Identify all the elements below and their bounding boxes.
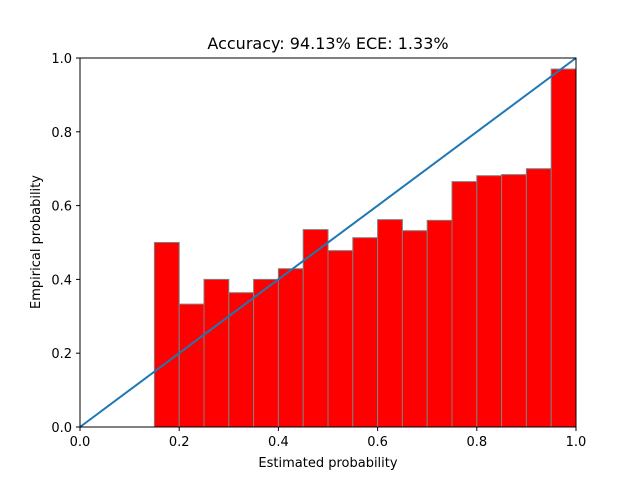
x-axis-label: Estimated probability (258, 456, 397, 471)
x-tick-label-2: 0.4 (268, 435, 289, 450)
plot-frame (79, 57, 577, 428)
bin-bar-12 (451, 181, 478, 428)
bars-group (153, 68, 577, 428)
bin-bar-10 (401, 230, 428, 428)
y-tick-label-4: 0.8 (51, 126, 72, 141)
x-axis-ticks: 0.0 0.2 0.4 0.6 0.8 1.0 (70, 427, 587, 450)
bin-bar-5 (277, 268, 304, 428)
y-tick-label-2: 0.4 (51, 273, 72, 288)
x-tick-label-0: 0.0 (70, 435, 91, 450)
bin-bar-0 (153, 242, 180, 428)
bin-bar-1 (178, 303, 205, 428)
bin-bar-16 (550, 68, 577, 428)
y-axis-label: Empirical probability (29, 175, 44, 309)
y-tick-label-1: 0.2 (51, 347, 72, 362)
chart-title: Accuracy: 94.13% ECE: 1.33% (207, 34, 448, 53)
bin-bar-15 (525, 168, 552, 428)
x-tick-label-5: 1.0 (566, 435, 587, 450)
bin-bar-14 (501, 174, 527, 428)
x-tick-label-1: 0.2 (169, 435, 190, 450)
y-tick-label-3: 0.6 (51, 200, 72, 215)
bin-bar-2 (203, 278, 230, 428)
bin-bar-9 (377, 219, 403, 428)
bin-bar-3 (228, 292, 255, 428)
y-tick-label-5: 1.0 (51, 52, 72, 67)
x-tick-label-3: 0.6 (367, 435, 388, 450)
bin-bar-7 (327, 250, 354, 428)
bin-bar-4 (253, 278, 279, 428)
bin-bar-11 (426, 219, 453, 428)
reference-diagonal-line (79, 57, 577, 428)
bin-bar-8 (352, 237, 379, 428)
y-tick-label-0: 0.0 (51, 421, 72, 436)
bin-bar-6 (302, 229, 329, 428)
y-axis-ticks: 0.0 0.2 0.4 0.6 0.8 1.0 (51, 52, 80, 436)
bin-bar-13 (476, 175, 503, 428)
x-tick-label-4: 0.8 (466, 435, 487, 450)
